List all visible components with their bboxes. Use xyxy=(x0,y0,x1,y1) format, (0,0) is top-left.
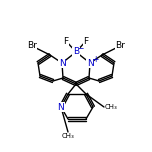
Text: CH₃: CH₃ xyxy=(105,104,118,110)
Text: Br: Br xyxy=(115,41,125,50)
Text: −: − xyxy=(77,45,83,54)
Text: N: N xyxy=(59,59,65,67)
Text: F: F xyxy=(83,36,89,45)
Text: F: F xyxy=(63,36,69,45)
Text: CH₃: CH₃ xyxy=(62,133,74,139)
Text: +: + xyxy=(92,55,98,64)
Text: N: N xyxy=(58,102,64,112)
Text: N: N xyxy=(87,59,93,67)
Text: B: B xyxy=(73,47,79,57)
Text: Br: Br xyxy=(27,41,37,50)
